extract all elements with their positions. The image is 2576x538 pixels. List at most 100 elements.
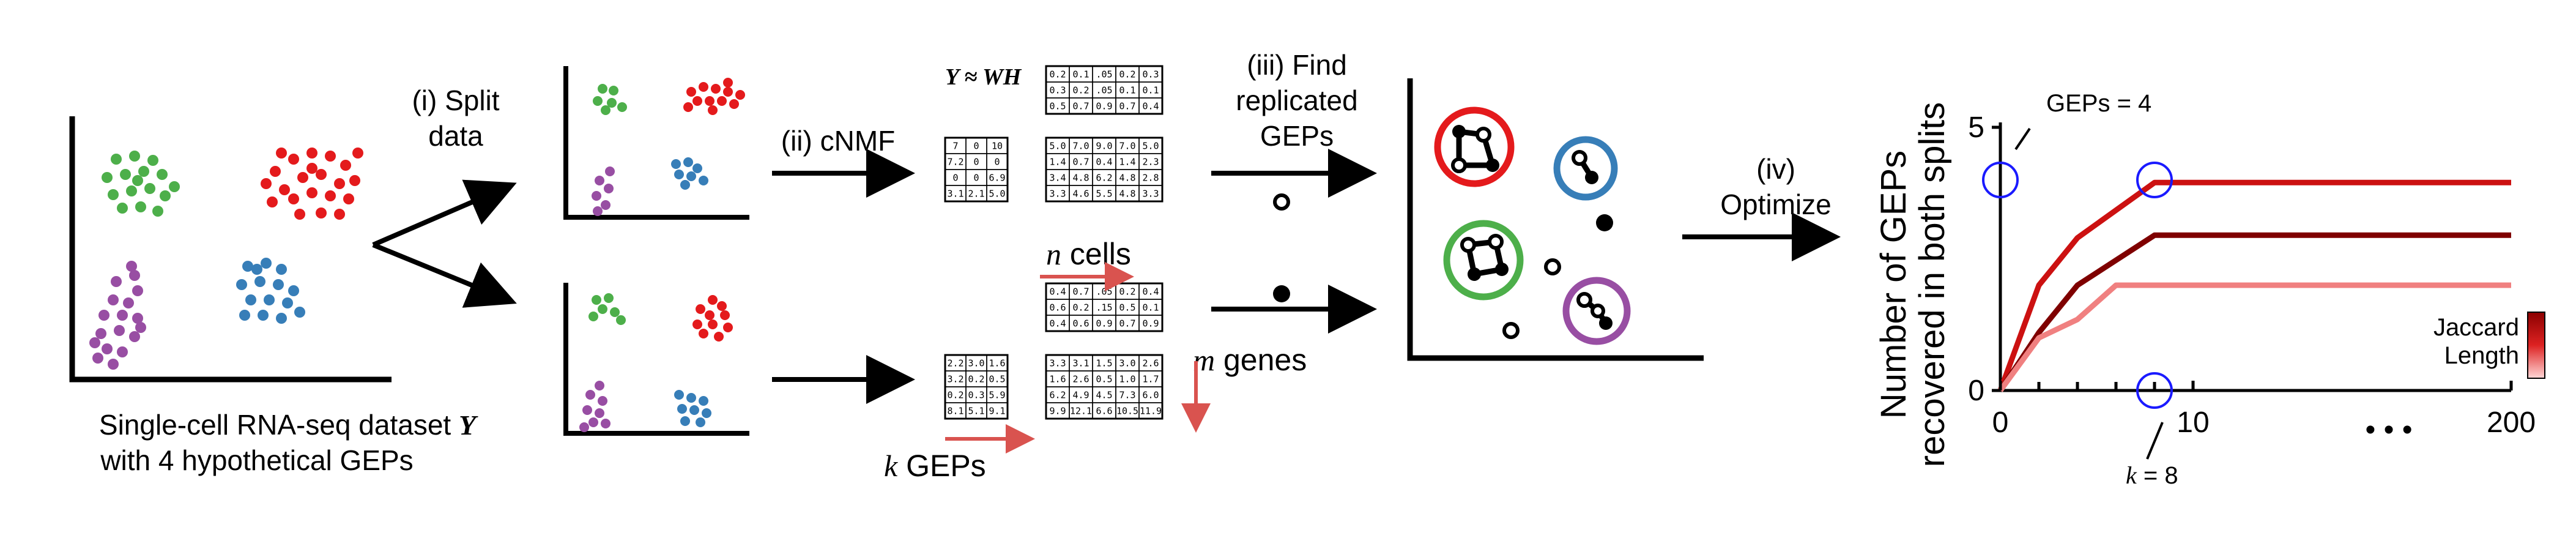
matrix-value: 2.2 [947,358,963,369]
step3-label-line2: replicated [1236,84,1357,116]
matrix-value: 4.8 [1119,189,1135,200]
matrix-value: 0.4 [1049,318,1066,329]
dataset-dot-red [316,169,327,180]
split-top-dot-blue [692,163,702,173]
matrix-value: 0.7 [1119,318,1135,329]
matrix-cell [986,402,1008,419]
split-top-dot-green [598,84,607,94]
split-top-dot-blue [671,159,681,169]
step2-label: (ii) cNMF [781,125,896,157]
dataset-dot-green [132,175,143,186]
matrix-value: 0.9 [1096,318,1112,329]
matrix-value: 1.4 [1049,157,1066,168]
matrix-value: 2.6 [1072,374,1089,385]
matrix-value: 0.2 [1119,69,1135,80]
split-top-dot-blue [683,157,693,167]
matrix-value: 0.5 [989,374,1005,385]
legend-label-jaccard: Jaccard [2433,314,2519,341]
matrix-value: 5.5 [1096,189,1112,200]
dataset-dot-red [270,166,281,177]
dataset-dot-purple [129,331,140,342]
dataset-dot-purple [132,285,143,296]
cnmf-arrows [772,149,915,404]
split-bot-dot-red [692,319,702,329]
step3-label-line3: GEPs [1260,120,1334,152]
step4-label-line1: (iv) [1756,153,1795,185]
split-top-dot-blue [680,180,690,190]
split-bot-dot-blue [674,390,684,400]
split-top-dot-green [609,86,618,95]
dataset-dot-purple [111,276,122,287]
dataset-panel: Single-cell RNA-seq dataset Y with 4 hyp… [69,116,478,476]
matrix-value: 3.1 [1072,358,1089,369]
dataset-dot-green [108,189,119,200]
matrix-value: 0 [973,157,979,168]
split-bot-dots [579,293,733,432]
matrix-value: 6.0 [1142,390,1159,401]
matrix-value: 1.7 [1142,374,1159,385]
split-bot-dot-purple [595,381,604,390]
matrix-value: 3.1 [947,189,963,200]
dataset-dot-red [334,178,345,189]
x-ellipsis: • • • [2365,414,2412,446]
dataset-dot-red [288,193,299,204]
chart-ytick-label: 0 [1968,375,1984,407]
k-annotation: k = 8 [2126,461,2178,489]
dataset-dot-blue [251,264,262,275]
matrix-value: 7 [952,141,958,152]
matrix-value: 1.5 [1096,358,1112,369]
matrix-value: 7.2 [947,157,963,168]
matrix-value: 0.6 [1072,318,1089,329]
matrix-value: 0 [952,173,958,184]
matrix-value: 0.7 [1119,101,1135,112]
marker-k8-peak [2136,162,2173,198]
chart-series-line-3 [1998,282,2511,392]
chart-xtick-label: 10 [2177,406,2209,439]
split-top-dot-red [723,78,733,88]
split-bot-dot-blue [680,416,690,426]
dataset-dot-green [129,151,140,162]
matrix-value: .05 [1096,69,1112,80]
dataset-dot-red [316,207,327,219]
split-bot-dot-purple [601,419,611,428]
split-top-dot-red [699,82,708,92]
dataset-dots [89,148,363,370]
dataset-dot-blue [282,297,293,308]
split-top-dot-purple [592,191,601,201]
split-top-dot-red [717,96,727,106]
dataset-dot-red [279,184,290,195]
split-bot-dot-red [723,323,733,332]
matrix-value: 0.2 [947,390,963,401]
split-top-dot-red [692,96,702,106]
dataset-dot-green [126,185,137,196]
matrix-value: 0.5 [1096,374,1112,385]
split-top-dot-purple [595,176,604,185]
dataset-dot-purple [132,313,143,324]
dataset-dot-purple [102,343,113,354]
matrix-value: 6.2 [1096,173,1112,184]
split-top-dot-red [711,84,721,94]
matrix-value: 0.1 [1142,302,1159,313]
matrix-value: 0.2 [1119,286,1135,297]
chart-ytick-label: 5 [1968,111,1984,144]
split-bot-dot-purple [585,390,595,400]
dataset-dot-blue [273,279,284,290]
dataset-dot-purple [95,328,106,339]
legend-colorbar [2527,312,2545,379]
matrix-value: 0.1 [1142,85,1159,96]
dataset-dot-green [169,181,180,192]
matrix-value: 0.2 [1072,85,1089,96]
chart-series-line-1 [1997,179,2511,392]
geps-recovered-chart: Number of GEPs recovered in both splits … [1874,90,2545,489]
dataset-dot-red [306,163,317,174]
matrix-bottom-W: 2.2 3.0 1.6 3.2 0.2 0.5 0.2 0.3 5.9 8.1 5.1 9.1 [944,354,1009,420]
split-bot-dot-green [610,307,620,317]
matrix-value: 0.9 [1096,101,1112,112]
dataset-dot-green [160,190,171,201]
split-top-dot-red [708,105,718,115]
split-bot-dot-green [616,315,626,325]
split-bot-dot-purple [595,408,604,418]
dataset-dot-blue [258,310,269,321]
split-top-dot-blue [699,176,708,185]
m-genes-label: m genes [1193,343,1307,377]
